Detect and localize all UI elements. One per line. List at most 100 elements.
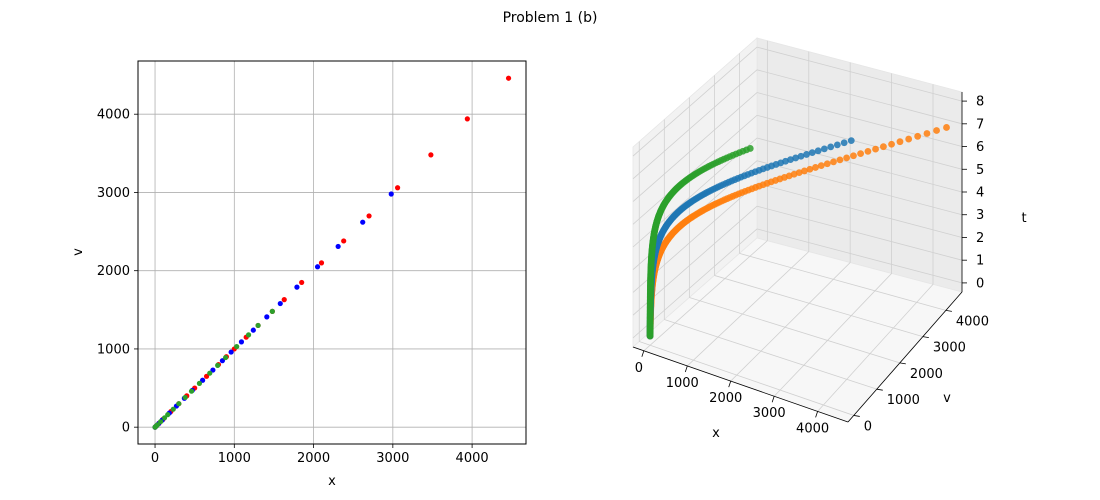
data-point-3d [787, 156, 794, 164]
y-axis-label-3d: v [943, 391, 951, 406]
data-point [157, 419, 164, 425]
tick-label-x-3d: 1000 [666, 376, 699, 391]
tick-mark-y-3d [853, 415, 860, 417]
tick-label-z-3d: 8 [976, 95, 984, 110]
tick-mark-x-3d [641, 350, 645, 357]
data-point-3d [943, 124, 950, 131]
data-point [182, 394, 188, 401]
tick-label-y: 3000 [97, 186, 130, 201]
data-point [314, 264, 321, 270]
data-point-3d [795, 169, 803, 177]
gridline-3d [756, 205, 963, 261]
data-point-3d [806, 165, 814, 173]
tick-mark-y-3d [945, 309, 952, 312]
gridline-3d [756, 228, 963, 284]
gridline-3d [756, 69, 963, 125]
data-point [366, 213, 372, 219]
data-point [264, 314, 270, 320]
tick-label-y: 0 [122, 421, 130, 436]
axes-frame-2d [137, 60, 527, 445]
x-axis-label-2d: x [328, 474, 336, 489]
data-point [188, 388, 195, 394]
gridline-3d [632, 69, 758, 180]
tick-mark-x-3d [728, 380, 732, 388]
gridline-3d [773, 273, 892, 397]
gridline-3d [739, 253, 946, 311]
gridline-3d [714, 275, 923, 338]
data-point-3d [746, 145, 754, 152]
gridline-3d [756, 183, 963, 238]
data-point [222, 354, 229, 361]
tick-label-y: 2000 [97, 264, 130, 279]
data-point [428, 152, 434, 158]
data-point-3d [914, 132, 922, 140]
gridline-3d [756, 92, 963, 147]
gridline-3d [639, 341, 854, 416]
data-point-3d [923, 130, 931, 137]
tick-label-z-3d: 2 [976, 231, 984, 246]
tick-label-y-3d: 0 [864, 419, 872, 434]
tick-label-z-3d: 4 [976, 186, 984, 201]
data-point [238, 339, 245, 345]
grid-2d [138, 61, 526, 444]
data-point-3d [808, 149, 816, 157]
tick-label-y-3d: 4000 [956, 314, 989, 329]
data-point-3d [836, 156, 844, 164]
data-point-3d [896, 138, 904, 146]
scatter-plot-2d: 0 1000 2000 3000 4000 0 1000 2000 3000 4000 x v [71, 60, 527, 489]
data-point-3d [888, 140, 895, 148]
data-point [203, 373, 210, 379]
data-point [269, 308, 275, 314]
gridline-3d [756, 46, 963, 102]
tick-mark-y-3d [922, 336, 929, 339]
data-point [505, 75, 512, 81]
tick-mark-y-3d [876, 388, 883, 391]
tick-label-z-3d: 5 [976, 163, 984, 178]
tick-label-z-3d: 6 [976, 140, 984, 155]
data-point [360, 219, 366, 225]
data-point [161, 415, 168, 421]
x-axis-label-3d: x [712, 426, 720, 441]
data-point-3d [814, 147, 822, 155]
data-point-3d [803, 151, 810, 158]
data-point-3d [820, 145, 828, 153]
gridline-3d [756, 114, 963, 170]
data-point-3d [823, 160, 831, 168]
tick-label-x: 2000 [297, 451, 330, 466]
data-point-3d [792, 154, 800, 162]
data-point [196, 380, 203, 386]
data-point-3d [801, 167, 808, 175]
y-axis-label-2d: v [71, 248, 86, 256]
data-point-3d [797, 152, 805, 160]
figure-title: Problem 1 (b) [503, 10, 598, 26]
data-point [165, 412, 171, 418]
y-axis-line-3d [847, 291, 963, 423]
tick-label-x: 1000 [218, 451, 251, 466]
data-point-3d [817, 162, 825, 170]
data-point-3d [812, 164, 819, 171]
gridline-3d [643, 240, 768, 352]
tick-label-y: 1000 [97, 342, 130, 357]
data-point [210, 367, 216, 373]
tick-label-x: 4000 [456, 451, 489, 466]
data-point [394, 185, 401, 191]
z-axis-label-3d: t [1021, 211, 1026, 226]
data-point-3d [864, 147, 872, 155]
data-point-3d [840, 139, 848, 147]
tick-mark-y-3d [899, 362, 906, 365]
data-point [335, 243, 341, 250]
data-point [341, 238, 347, 244]
scatter-plot-3d: 0 1000 2000 3000 4000 0 1000 2000 3000 4000 0 1 2 3 4 5… [632, 37, 1027, 441]
data-point [170, 406, 176, 412]
data-point-3d [933, 127, 940, 134]
tick-mark-x-3d [684, 365, 688, 373]
data-point [277, 300, 283, 307]
data-point [215, 362, 221, 368]
ticks-2d: 0 1000 2000 3000 4000 0 1000 2000 3000 4000 [97, 108, 489, 466]
data-point-3d [830, 158, 837, 166]
gridline-3d [687, 251, 810, 367]
gridline-3d [632, 114, 758, 225]
data-point [176, 401, 182, 407]
tick-label-y-3d: 1000 [887, 393, 920, 408]
